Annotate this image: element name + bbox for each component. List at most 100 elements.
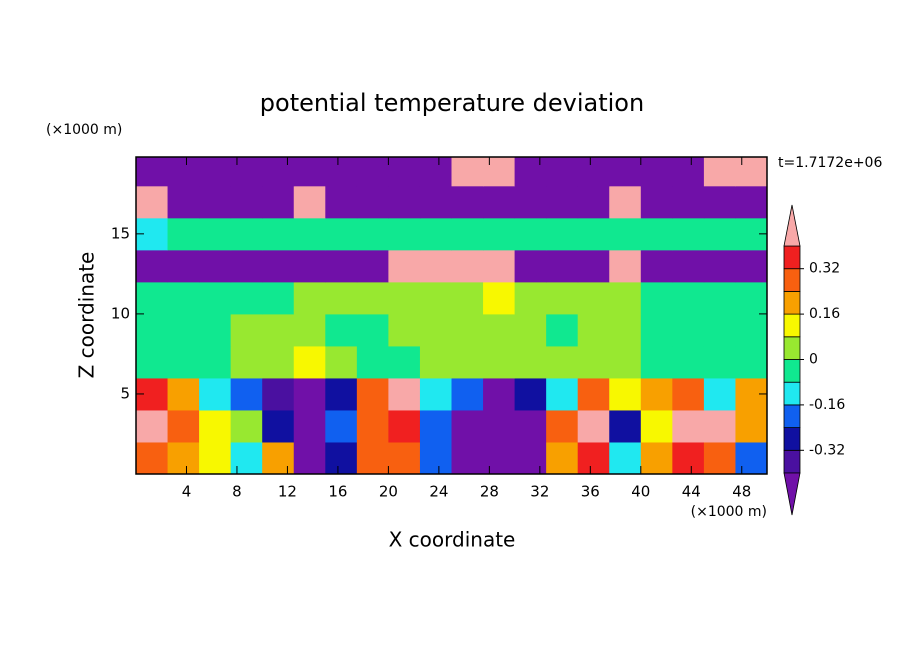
field-cell	[199, 157, 232, 187]
field-cell	[325, 281, 358, 315]
field-cell	[262, 217, 295, 251]
field-cell	[293, 281, 326, 315]
field-cell	[419, 157, 452, 187]
x-tick-label: 20	[379, 483, 398, 501]
field-cell	[514, 249, 547, 283]
field-cell	[546, 217, 579, 251]
field-cell	[199, 313, 232, 347]
field-cell	[167, 249, 200, 283]
field-cell	[703, 249, 736, 283]
x-unit: (×1000 m)	[691, 504, 767, 520]
field-cell	[388, 249, 421, 283]
field-cell	[293, 185, 326, 219]
field-cell	[483, 409, 516, 443]
field-cell	[483, 345, 516, 379]
field-cell	[735, 249, 767, 283]
field-cell	[199, 377, 232, 411]
field-cell	[609, 345, 642, 379]
field-cell	[483, 217, 516, 251]
field-cell	[325, 217, 358, 251]
field-cell	[230, 313, 263, 347]
colorbar-tick-label: 0	[809, 352, 818, 368]
field-cell	[419, 249, 452, 283]
field-cell	[419, 217, 452, 251]
colorbar-tick-label: -0.32	[809, 442, 845, 458]
field-cell	[167, 441, 200, 474]
field-cell	[325, 157, 358, 187]
field-cell	[703, 441, 736, 474]
field-cell	[262, 281, 295, 315]
field-cell	[136, 313, 169, 347]
x-tick-label: 4	[182, 483, 192, 501]
field-cell	[451, 313, 484, 347]
colorbar-low	[783, 472, 801, 516]
field-cell	[356, 377, 389, 411]
field-cell	[451, 249, 484, 283]
field-cell	[672, 185, 705, 219]
field-cell	[640, 217, 673, 251]
field-cell	[167, 345, 200, 379]
colorbar-box	[783, 359, 801, 383]
field-cell	[546, 249, 579, 283]
field-cell	[419, 409, 452, 443]
y-tick-label: 5	[120, 384, 130, 402]
field-cell	[325, 249, 358, 283]
field-cell	[640, 345, 673, 379]
field-cell	[388, 281, 421, 315]
field-cell	[672, 249, 705, 283]
chart-title: potential temperature deviation	[260, 89, 644, 117]
field-cell	[577, 377, 610, 411]
field-cell	[546, 313, 579, 347]
field-cell	[640, 249, 673, 283]
field-cell	[199, 409, 232, 443]
field-cell	[703, 313, 736, 347]
x-tick-label: 24	[429, 483, 448, 501]
field-cell	[356, 185, 389, 219]
field-cell	[356, 409, 389, 443]
field-cell	[419, 441, 452, 474]
field-cell	[609, 157, 642, 187]
x-tick-label: 40	[631, 483, 650, 501]
x-tick-label: 32	[530, 483, 549, 501]
colorbar-box	[783, 381, 801, 406]
field-cell	[672, 281, 705, 315]
field-cell	[577, 217, 610, 251]
colorbar-box	[783, 336, 801, 360]
field-cell	[293, 249, 326, 283]
field-cell	[325, 185, 358, 219]
field-cell	[419, 185, 452, 219]
field-cell	[609, 377, 642, 411]
field-cell	[167, 281, 200, 315]
x-tick-label: 16	[328, 483, 347, 501]
field-cell	[356, 217, 389, 251]
field-cell	[230, 409, 263, 443]
colorbar-box	[783, 268, 801, 292]
field-cell	[577, 313, 610, 347]
field-cell	[577, 441, 610, 474]
field-cell	[546, 377, 579, 411]
field-cell	[514, 157, 547, 187]
field-cell	[514, 185, 547, 219]
field-cell	[514, 217, 547, 251]
field-cell	[672, 409, 705, 443]
field-cell	[136, 281, 169, 315]
field-cell	[451, 409, 484, 443]
field-cell	[199, 281, 232, 315]
field-cell	[199, 185, 232, 219]
colorbar-box	[783, 404, 801, 428]
field-cell	[230, 377, 263, 411]
field-cell	[167, 377, 200, 411]
field-cell	[672, 441, 705, 474]
field-cell	[136, 345, 169, 379]
field-cell	[262, 249, 295, 283]
field-cell	[703, 157, 736, 187]
field-cell	[293, 313, 326, 347]
field-cell	[388, 185, 421, 219]
field-cell	[640, 157, 673, 187]
field-cell	[230, 281, 263, 315]
colorbar-tick-label: 0.16	[809, 306, 840, 322]
field-cell	[388, 157, 421, 187]
field-cell	[735, 157, 767, 187]
field-cell	[609, 409, 642, 443]
